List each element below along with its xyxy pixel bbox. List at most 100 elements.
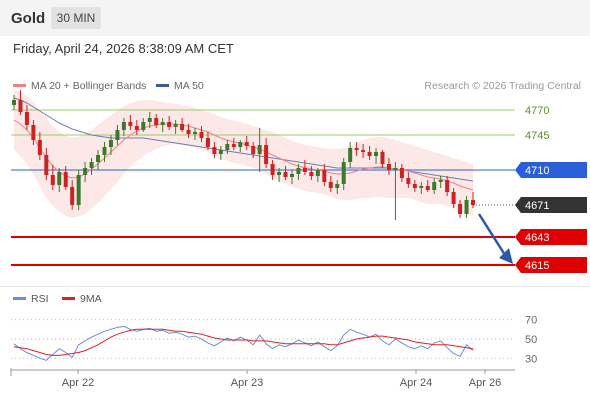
candle-body <box>277 172 282 175</box>
candle-body <box>302 168 307 172</box>
candle-body <box>419 186 424 188</box>
level-label-4710: 4710 <box>525 165 549 177</box>
x-axis-label: Apr 23 <box>231 377 263 389</box>
candle-body <box>57 172 62 185</box>
instrument-title: Gold <box>11 10 46 27</box>
timeframe-button[interactable]: 30 MIN <box>51 7 101 29</box>
candle-body <box>348 148 353 162</box>
ma9-legend: 9MA <box>62 293 102 305</box>
candle-body <box>50 175 55 185</box>
candle-body <box>257 145 262 154</box>
candle-body <box>173 124 178 127</box>
candle-body <box>425 186 430 190</box>
forecast-arrow-shaft <box>477 213 507 256</box>
candle-body <box>386 164 391 170</box>
candle-body <box>374 152 379 156</box>
candle-body <box>412 184 417 188</box>
candle-body <box>63 172 68 187</box>
forecast-arrow-head <box>499 248 513 264</box>
candle-body <box>147 118 152 122</box>
candle-body <box>180 124 185 130</box>
candle-body <box>354 148 359 150</box>
candle-body <box>141 122 146 130</box>
rsi-line <box>13 325 474 361</box>
candle-body <box>76 175 81 205</box>
candle-body <box>134 126 139 130</box>
candle-body <box>251 146 256 154</box>
level-label-4770: 4770 <box>525 105 549 117</box>
candle-body <box>393 168 398 170</box>
candle-body <box>309 172 314 176</box>
x-axis-label: Apr 22 <box>62 377 94 389</box>
candle-body <box>458 204 463 214</box>
ma20-swatch <box>13 83 26 87</box>
candle-body <box>225 144 230 150</box>
x-axis-label: Apr 26 <box>469 377 501 389</box>
candle-body <box>212 147 217 154</box>
candle-body <box>231 144 236 147</box>
level-label-4615: 4615 <box>525 260 549 272</box>
candle-body <box>451 192 456 204</box>
rsi-tick-70: 70 <box>525 315 537 327</box>
candle-body <box>96 155 101 162</box>
candle-body <box>289 174 294 177</box>
candle-body <box>238 142 243 147</box>
candle-body <box>44 155 49 175</box>
candle-body <box>464 200 469 214</box>
candle-body <box>264 145 269 164</box>
ma50-legend-label: MA 50 <box>174 80 204 92</box>
candle-body <box>361 150 366 152</box>
ma9-swatch <box>62 296 75 300</box>
candle-body <box>367 152 372 156</box>
ma50-swatch <box>156 83 169 87</box>
candle-body <box>445 180 450 192</box>
candle-body <box>115 130 120 140</box>
candle-body <box>128 122 133 126</box>
candle-body <box>432 182 437 190</box>
candle-body <box>193 132 198 134</box>
level-tag-4643 <box>515 229 587 245</box>
datetime-label: Friday, April 24, 2026 8:38:09 AM CET <box>13 41 234 56</box>
rsi-tick-50: 50 <box>525 334 537 346</box>
candle-body <box>89 162 94 168</box>
x-axis-label: Apr 24 <box>400 377 432 389</box>
candle-body <box>270 164 275 175</box>
candle-body <box>199 132 204 138</box>
candle-body <box>283 172 288 177</box>
ma20-legend: MA 20 + Bollinger Bands <box>13 80 146 92</box>
candle-body <box>328 182 333 188</box>
candle-body <box>37 140 42 155</box>
candle-body <box>406 178 411 184</box>
candle-body <box>18 100 23 112</box>
candle-body <box>341 162 346 184</box>
rsi-legend: RSI <box>13 293 49 305</box>
candle-body <box>12 100 16 105</box>
candle-body <box>24 112 29 125</box>
level-tag-4615 <box>515 257 587 273</box>
candle-body <box>244 142 249 146</box>
candle-body <box>83 168 88 175</box>
research-credit: Research © 2026 Trading Central <box>424 80 581 92</box>
rsi-legend-label: RSI <box>31 293 49 305</box>
candle-body <box>296 168 301 174</box>
ma50-legend: MA 50 <box>156 80 204 92</box>
candle-body <box>218 150 223 154</box>
ma20-legend-label: MA 20 + Bollinger Bands <box>31 80 147 92</box>
candle-body <box>438 180 443 182</box>
level-label-4745: 4745 <box>525 130 549 142</box>
candle-body <box>399 168 404 178</box>
candle-body <box>108 140 113 147</box>
current-price-tag <box>515 197 587 213</box>
level-label-4643: 4643 <box>525 232 549 244</box>
panel-divider <box>0 286 590 287</box>
candle-body <box>121 122 126 130</box>
current-price-label: 4671 <box>525 200 549 212</box>
candle-body <box>471 200 475 205</box>
rsi-tick-30: 30 <box>525 353 537 365</box>
candle-body <box>31 125 36 140</box>
candle-body <box>335 184 340 188</box>
candle-body <box>380 152 385 164</box>
candle-body <box>322 170 327 182</box>
candle-body <box>102 147 107 155</box>
